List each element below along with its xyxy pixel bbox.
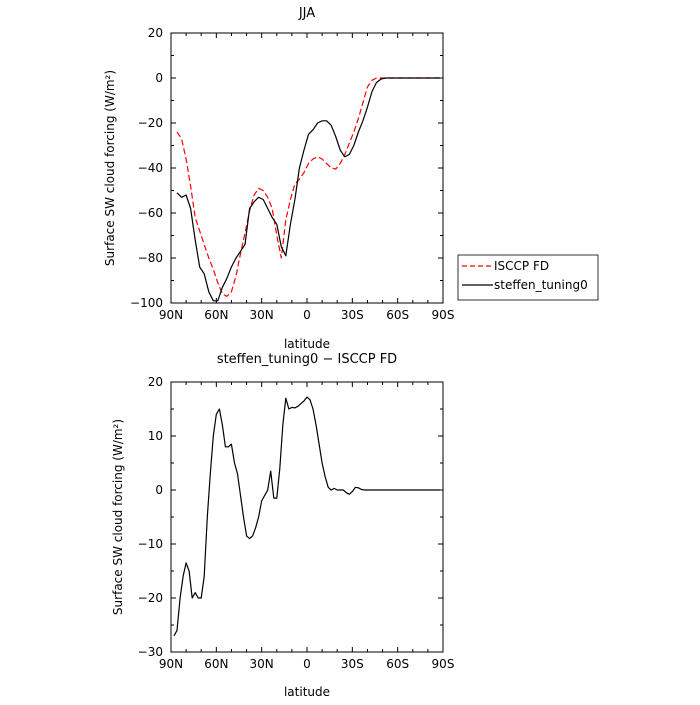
x-tick-label: 90N [159, 308, 183, 322]
y-tick-label: 0 [155, 483, 163, 497]
series-line-steffen-tuning0 [176, 77, 440, 302]
y-axis-label: Surface SW cloud forcing (W/m²) [103, 70, 117, 266]
x-tick-label: 30S [341, 657, 364, 671]
y-tick-label: −10 [138, 537, 163, 551]
x-tick-label: 0 [303, 657, 311, 671]
series-line-difference [173, 396, 440, 637]
y-tick-label: 10 [148, 429, 163, 443]
x-axis-label: latitude [284, 685, 330, 699]
plot-frame [170, 381, 444, 653]
series-group [176, 77, 440, 302]
y-tick-label: −100 [130, 296, 163, 310]
legend: ISCCP FD steffen_tuning0 [457, 254, 599, 301]
x-tick-label: 90N [159, 657, 183, 671]
y-tick-label: −60 [138, 206, 163, 220]
x-axis-label: latitude [284, 337, 330, 351]
x-tick-label: 30N [250, 308, 274, 322]
y-axis-label: Surface SW cloud forcing (W/m²) [111, 419, 125, 615]
x-tick-label: 60N [204, 657, 228, 671]
series-line-isccp-fd [176, 77, 440, 297]
x-tick-label: 90S [432, 657, 455, 671]
plot-frame [170, 32, 444, 304]
panel-title: JJA [298, 6, 315, 21]
panel-bottom: steffen_tuning0 − ISCCP FD Surface SW cl… [111, 352, 454, 699]
x-tick-label: 60S [386, 308, 409, 322]
legend-label-steffen: steffen_tuning0 [494, 278, 588, 292]
legend-label-isccp: ISCCP FD [494, 259, 549, 273]
y-tick-label: 20 [148, 26, 163, 40]
x-tick-label: 60N [204, 308, 228, 322]
x-tick-label: 30S [341, 308, 364, 322]
tick-group: 90N 60N 30N 0 30S 60S 90S −30 −20 −10 0 10 20 [138, 375, 455, 671]
y-tick-label: −20 [138, 116, 163, 130]
x-tick-label: 30N [250, 657, 274, 671]
legend-box [457, 254, 599, 301]
y-tick-label: −80 [138, 251, 163, 265]
y-tick-label: 20 [148, 375, 163, 389]
panel-title: steffen_tuning0 − ISCCP FD [217, 352, 397, 367]
y-tick-label: −30 [138, 645, 163, 659]
y-tick-label: −40 [138, 161, 163, 175]
panel-top: JJA Surface SW cloud forcing (W/m²) lati… [103, 6, 454, 351]
x-tick-label: 90S [432, 308, 455, 322]
y-tick-label: 0 [155, 71, 163, 85]
series-group [173, 396, 440, 637]
tick-group: 90N 60N 30N 0 30S 60S 90S −100 −80 −60 −40 −20 0 20 [130, 26, 454, 322]
y-tick-label: −20 [138, 591, 163, 605]
x-tick-label: 0 [303, 308, 311, 322]
x-tick-label: 60S [386, 657, 409, 671]
